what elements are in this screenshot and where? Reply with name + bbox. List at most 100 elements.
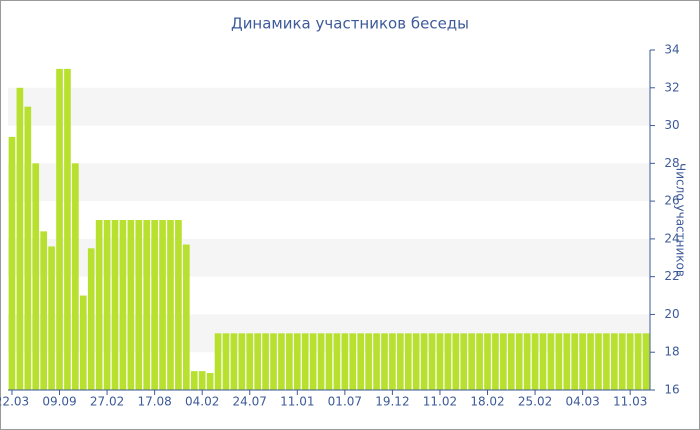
bar (135, 220, 143, 390)
bar (246, 333, 254, 390)
bar (563, 333, 571, 390)
bar (119, 220, 127, 390)
y-tick-label: 30 (664, 118, 679, 132)
x-tick-label: 24.07 (233, 395, 267, 409)
bar (468, 333, 475, 390)
x-tick-label: 11.03 (613, 395, 647, 409)
bar (143, 220, 151, 390)
bar (357, 333, 365, 390)
bar (95, 220, 103, 390)
x-tick-label: 19.12 (375, 395, 409, 409)
bar (547, 333, 555, 390)
bar (270, 333, 277, 390)
bar (72, 163, 79, 390)
bar (626, 333, 634, 390)
x-tick-label: 17.08 (137, 395, 171, 409)
bar (484, 333, 491, 390)
bar (333, 333, 341, 390)
bar (492, 333, 499, 390)
bar (198, 371, 206, 390)
bar (262, 333, 269, 390)
bar (151, 220, 158, 390)
bar (24, 106, 32, 391)
bar (349, 333, 357, 390)
bar (286, 333, 293, 390)
bar (444, 333, 452, 390)
x-tick-label: 25.02 (518, 395, 552, 409)
bar (555, 333, 563, 390)
x-tick-label: 11.01 (280, 395, 314, 409)
x-tick-label: 04.02 (185, 395, 219, 409)
bar (389, 333, 396, 390)
y-tick-label: 16 (664, 383, 679, 397)
bar (190, 371, 198, 390)
bar (587, 333, 594, 390)
bar (373, 333, 380, 390)
bar (48, 246, 55, 390)
bar (500, 333, 507, 390)
x-tick-label: 27.02 (90, 395, 124, 409)
y-tick-label: 18 (664, 345, 679, 359)
bar (64, 68, 71, 390)
bar (523, 333, 531, 390)
bar (611, 333, 618, 390)
bar (365, 333, 372, 390)
y-tick-label: 26 (664, 194, 679, 208)
bar (103, 220, 111, 390)
y-axis-title: Число участников (674, 163, 688, 277)
bar (40, 231, 47, 390)
bar (230, 333, 238, 390)
bar (254, 333, 261, 390)
bar (8, 136, 16, 390)
bar (32, 163, 40, 390)
bar (301, 333, 309, 390)
chart-title: Динамика участников беседы (231, 15, 469, 33)
x-tick-label: 01.07 (328, 395, 362, 409)
bar (127, 220, 135, 390)
bar (595, 333, 602, 390)
bar (206, 373, 214, 390)
bar (634, 333, 642, 390)
bar (397, 333, 404, 390)
x-tick-label: 11.02 (423, 395, 457, 409)
bar (16, 87, 24, 391)
grid-band (8, 163, 650, 202)
bar (341, 333, 349, 390)
bar (214, 333, 222, 390)
x-tick-label: 04.03 (565, 395, 599, 409)
bar (278, 333, 285, 390)
y-tick-label: 24 (664, 231, 679, 245)
y-tick-label: 32 (664, 80, 679, 94)
bar (515, 333, 523, 390)
bar (460, 333, 468, 390)
y-tick-label: 22 (664, 269, 679, 283)
bar (642, 333, 650, 390)
bar (507, 333, 515, 390)
x-tick-label: 09.09 (42, 395, 76, 409)
bar (238, 333, 246, 390)
bar (436, 333, 444, 390)
bar (159, 220, 166, 390)
y-tick-label: 20 (664, 307, 679, 321)
bar (412, 333, 420, 390)
x-tick-label: 18.02 (470, 395, 504, 409)
bar (222, 333, 230, 390)
y-tick-label: 34 (664, 43, 679, 57)
bar (317, 333, 325, 390)
bar (579, 333, 586, 390)
bar (603, 333, 610, 390)
bar (87, 248, 95, 390)
bar (56, 68, 63, 390)
grid-band (8, 87, 650, 126)
bar (79, 295, 87, 390)
bar (420, 333, 428, 390)
bar (325, 333, 333, 390)
bar (175, 220, 182, 390)
bar (476, 333, 483, 390)
bar (539, 333, 547, 390)
bar (618, 333, 626, 390)
bar (111, 220, 119, 390)
bar (309, 333, 317, 390)
x-tick-label: 22.03 (0, 395, 29, 409)
